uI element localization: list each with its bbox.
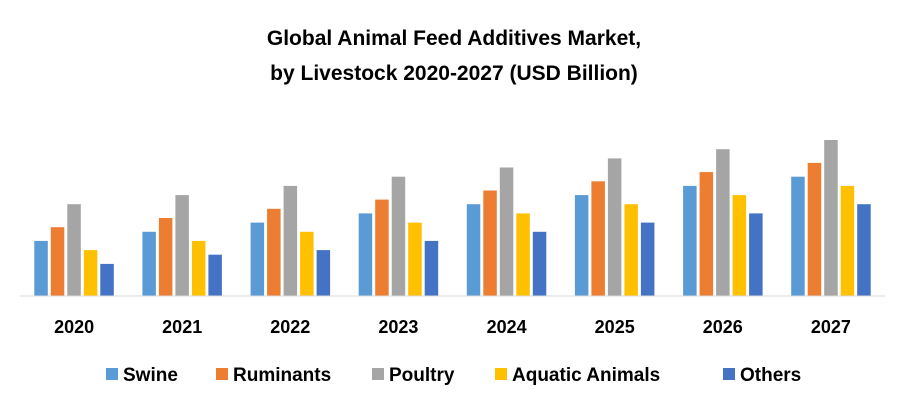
x-tick-label-2023: 2023 — [378, 317, 418, 337]
bar-others-2027 — [857, 204, 871, 296]
legend-label-aquatic-animals: Aquatic Animals — [512, 365, 660, 386]
legend-swatch-aquatic-animals — [495, 368, 507, 380]
legend: Swine Ruminants Poultry Aquatic Animals Othe… — [106, 365, 801, 386]
bar-ruminants-2024 — [483, 190, 497, 296]
x-tick-labels: 2020 2021 2022 2023 2024 2025 2026 2027 — [54, 317, 851, 337]
x-tick-label-2024: 2024 — [487, 317, 527, 337]
legend-label-poultry: Poultry — [389, 365, 455, 386]
bar-ruminants-2022 — [267, 208, 281, 296]
bar-others-2024 — [532, 231, 547, 296]
bar-swine-2020 — [34, 240, 48, 296]
x-tick-label-2022: 2022 — [270, 317, 310, 337]
bar-swine-2022 — [250, 222, 265, 296]
bar-ruminants-2025 — [591, 181, 605, 296]
bar-ruminants-2020 — [50, 227, 65, 296]
bar-swine-2023 — [358, 213, 373, 296]
bar-others-2026 — [749, 213, 763, 296]
bar-aquatic-animals-2024 — [516, 213, 530, 296]
bar-others-2022 — [316, 250, 331, 296]
bar-aquatic-animals-2025 — [624, 204, 638, 296]
bar-others-2020 — [100, 263, 114, 296]
bar-aquatic-animals-2022 — [300, 231, 314, 296]
bar-swine-2024 — [466, 204, 481, 296]
bar-aquatic-animals-2021 — [191, 240, 206, 296]
x-tick-label-2026: 2026 — [703, 317, 743, 337]
bar-poultry-2024 — [499, 167, 514, 296]
bar-others-2025 — [640, 222, 655, 296]
x-tick-label-2020: 2020 — [54, 317, 94, 337]
bar-poultry-2025 — [607, 158, 622, 296]
bar-swine-2021 — [142, 231, 156, 296]
bar-ruminants-2026 — [699, 172, 714, 296]
bar-ruminants-2023 — [375, 199, 389, 296]
legend-swatch-others — [723, 368, 735, 380]
bar-poultry-2026 — [716, 149, 730, 296]
chart-title: Global Animal Feed Additives Market, — [267, 27, 641, 50]
chart-subtitle: by Livestock 2020-2027 (USD Billion) — [270, 62, 638, 85]
legend-swatch-poultry — [372, 368, 384, 380]
bar-swine-2027 — [791, 176, 805, 296]
bars-group — [34, 140, 871, 296]
x-tick-label-2027: 2027 — [811, 317, 851, 337]
bar-ruminants-2021 — [158, 218, 173, 296]
bar-aquatic-animals-2020 — [83, 250, 98, 296]
legend-swatch-swine — [106, 368, 118, 380]
bar-swine-2025 — [574, 195, 589, 296]
x-tick-label-2025: 2025 — [595, 317, 635, 337]
legend-swatch-ruminants — [216, 368, 228, 380]
bar-poultry-2021 — [175, 195, 189, 296]
legend-label-swine: Swine — [123, 365, 178, 386]
bar-others-2021 — [208, 254, 222, 296]
bar-others-2023 — [424, 240, 439, 296]
bar-poultry-2027 — [824, 140, 838, 296]
bar-poultry-2022 — [283, 185, 298, 296]
bar-swine-2026 — [683, 185, 697, 296]
legend-label-others: Others — [740, 365, 801, 386]
bar-aquatic-animals-2026 — [732, 195, 747, 296]
bar-ruminants-2027 — [807, 162, 822, 296]
bar-aquatic-animals-2023 — [408, 222, 422, 296]
legend-label-ruminants: Ruminants — [233, 365, 331, 386]
bar-aquatic-animals-2027 — [840, 185, 855, 296]
bar-poultry-2020 — [67, 204, 81, 296]
bar-poultry-2023 — [391, 176, 406, 296]
x-tick-label-2021: 2021 — [162, 317, 202, 337]
